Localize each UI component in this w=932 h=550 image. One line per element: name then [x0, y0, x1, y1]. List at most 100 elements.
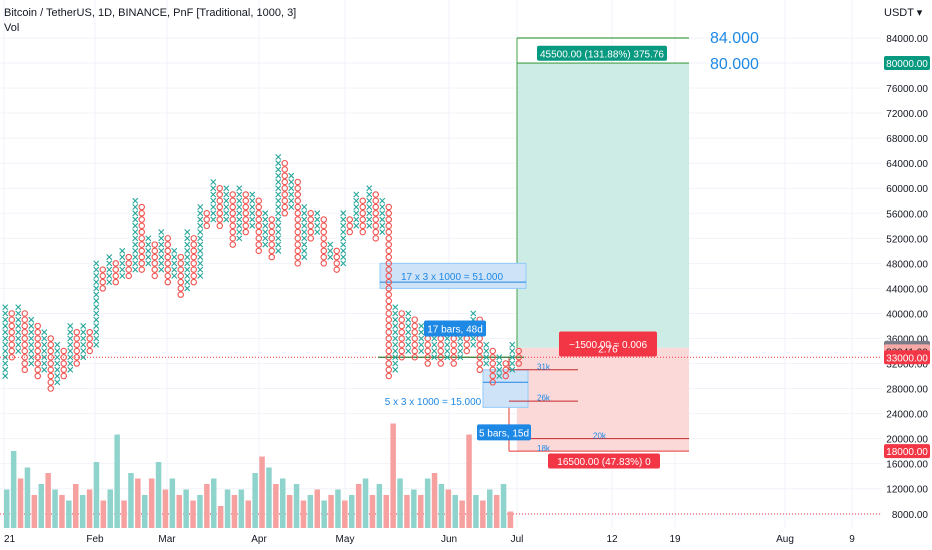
pnf-o-mark: [385, 285, 392, 292]
pnf-o-mark: [411, 322, 418, 330]
pnf-x-mark: [223, 204, 230, 211]
volume-bar: [473, 495, 479, 528]
pnf-o-mark: [385, 366, 392, 374]
pnf-o-mark: [190, 247, 198, 255]
price-tick-label: 76000.00: [886, 84, 928, 95]
pnf-x-mark: [262, 241, 269, 248]
pnf-x-mark: [405, 310, 412, 317]
pnf-o-mark: [47, 341, 54, 348]
pnf-x-mark: [236, 185, 243, 192]
pnf-x-mark: [67, 360, 74, 367]
pnf-x-mark: [457, 341, 464, 348]
pnf-o-mark: [229, 203, 237, 211]
pnf-x-mark: [197, 210, 204, 217]
pnf-x-mark: [15, 329, 22, 336]
pnf-x-mark: [236, 197, 243, 204]
pnf-x-mark: [405, 316, 412, 323]
pnf-x-mark: [405, 335, 412, 342]
pnf-x-mark: [93, 279, 100, 286]
pnf-x-mark: [41, 341, 48, 348]
pnf-o-mark: [164, 272, 172, 280]
pnf-o-mark: [489, 347, 496, 355]
pnf-o-mark: [138, 216, 146, 223]
price-tick-label: 52000.00: [886, 234, 928, 245]
pnf-o-mark: [177, 272, 185, 280]
pnf-x-mark: [67, 341, 74, 348]
pnf-x-mark: [54, 354, 61, 361]
pnf-o-mark: [385, 335, 392, 342]
volume-bar: [38, 484, 44, 528]
time-tick-label: 21: [4, 534, 16, 545]
pnf-o-mark: [229, 191, 237, 198]
pnf-x-mark: [210, 191, 217, 198]
pnf-x-mark: [496, 373, 503, 380]
pnf-x-mark: [210, 185, 217, 192]
pnf-o-mark: [411, 341, 418, 348]
pnf-o-mark: [411, 328, 418, 336]
volume-bar: [273, 484, 279, 528]
volume-indicator-label[interactable]: Vol: [4, 22, 20, 34]
pnf-x-mark: [184, 254, 191, 261]
pnf-o-mark: [8, 328, 16, 336]
pnf-x-mark: [15, 322, 22, 329]
volume-bar: [176, 495, 182, 528]
pnf-x-mark: [67, 322, 74, 329]
pnf-o-mark: [502, 360, 509, 367]
pnf-x-mark: [2, 373, 9, 380]
volume-bar: [148, 478, 155, 528]
pnf-o-mark: [34, 354, 41, 361]
pnf-o-mark: [60, 347, 67, 355]
pnf-o-mark: [73, 328, 81, 336]
pnf-x-mark: [93, 285, 100, 292]
volume-bar: [52, 489, 58, 528]
pnf-x-mark: [54, 360, 61, 367]
pnf-o-mark: [437, 347, 444, 355]
pnf-x-mark: [405, 329, 412, 336]
pnf-o-mark: [294, 260, 301, 267]
pnf-x-mark: [431, 354, 438, 361]
pnf-x-mark: [28, 354, 35, 361]
pnf-o-mark: [34, 372, 41, 380]
pnf-o-mark: [502, 366, 509, 374]
pnf-o-mark: [281, 159, 288, 167]
pnf-o-mark: [450, 347, 457, 355]
pnf-x-mark: [470, 310, 477, 317]
pnf-o-mark: [60, 366, 67, 374]
pnf-x-mark: [470, 335, 477, 342]
pnf-o-mark: [294, 253, 301, 261]
pnf-x-mark: [197, 241, 204, 248]
pnf-o-mark: [424, 347, 431, 355]
pnf-o-mark: [164, 266, 172, 273]
pnf-x-mark: [301, 241, 308, 248]
pnf-o-mark: [281, 191, 288, 198]
pnf-x-mark: [132, 266, 139, 273]
level-fib_18k: 18k: [537, 444, 551, 453]
pnf-x-mark: [119, 254, 126, 261]
price-unit-label[interactable]: USDT ▾: [884, 7, 923, 19]
volume-bar: [321, 500, 327, 528]
pnf-o-mark: [281, 166, 288, 173]
pnf-x-mark: [184, 235, 191, 242]
pnf-o-mark: [320, 216, 327, 223]
pnf-x-mark: [353, 216, 360, 223]
pnf-x-mark: [392, 316, 399, 323]
chart-title: Bitcoin / TetherUS, 1D, BINANCE, PnF [Tr…: [4, 7, 297, 19]
pnf-x-mark: [457, 354, 464, 361]
pnf-o-mark: [242, 203, 250, 211]
price-tick-label: 12000.00: [886, 485, 928, 496]
pnf-o-mark: [424, 360, 431, 367]
pnf-o-mark: [229, 197, 237, 205]
pnf-o-mark: [398, 341, 405, 348]
pnf-x-mark: [223, 191, 230, 198]
pnf-o-mark: [411, 316, 418, 323]
pnf-x-mark: [119, 272, 126, 279]
pnf-o-mark: [47, 360, 54, 367]
volume-bar: [142, 495, 148, 528]
pnf-x-mark: [444, 348, 451, 354]
pnf-o-mark: [281, 197, 288, 205]
pnf-o-mark: [398, 310, 405, 317]
pnf-x-mark: [171, 247, 178, 254]
pnf-x-mark: [405, 322, 412, 329]
pnf-o-mark: [320, 260, 327, 267]
